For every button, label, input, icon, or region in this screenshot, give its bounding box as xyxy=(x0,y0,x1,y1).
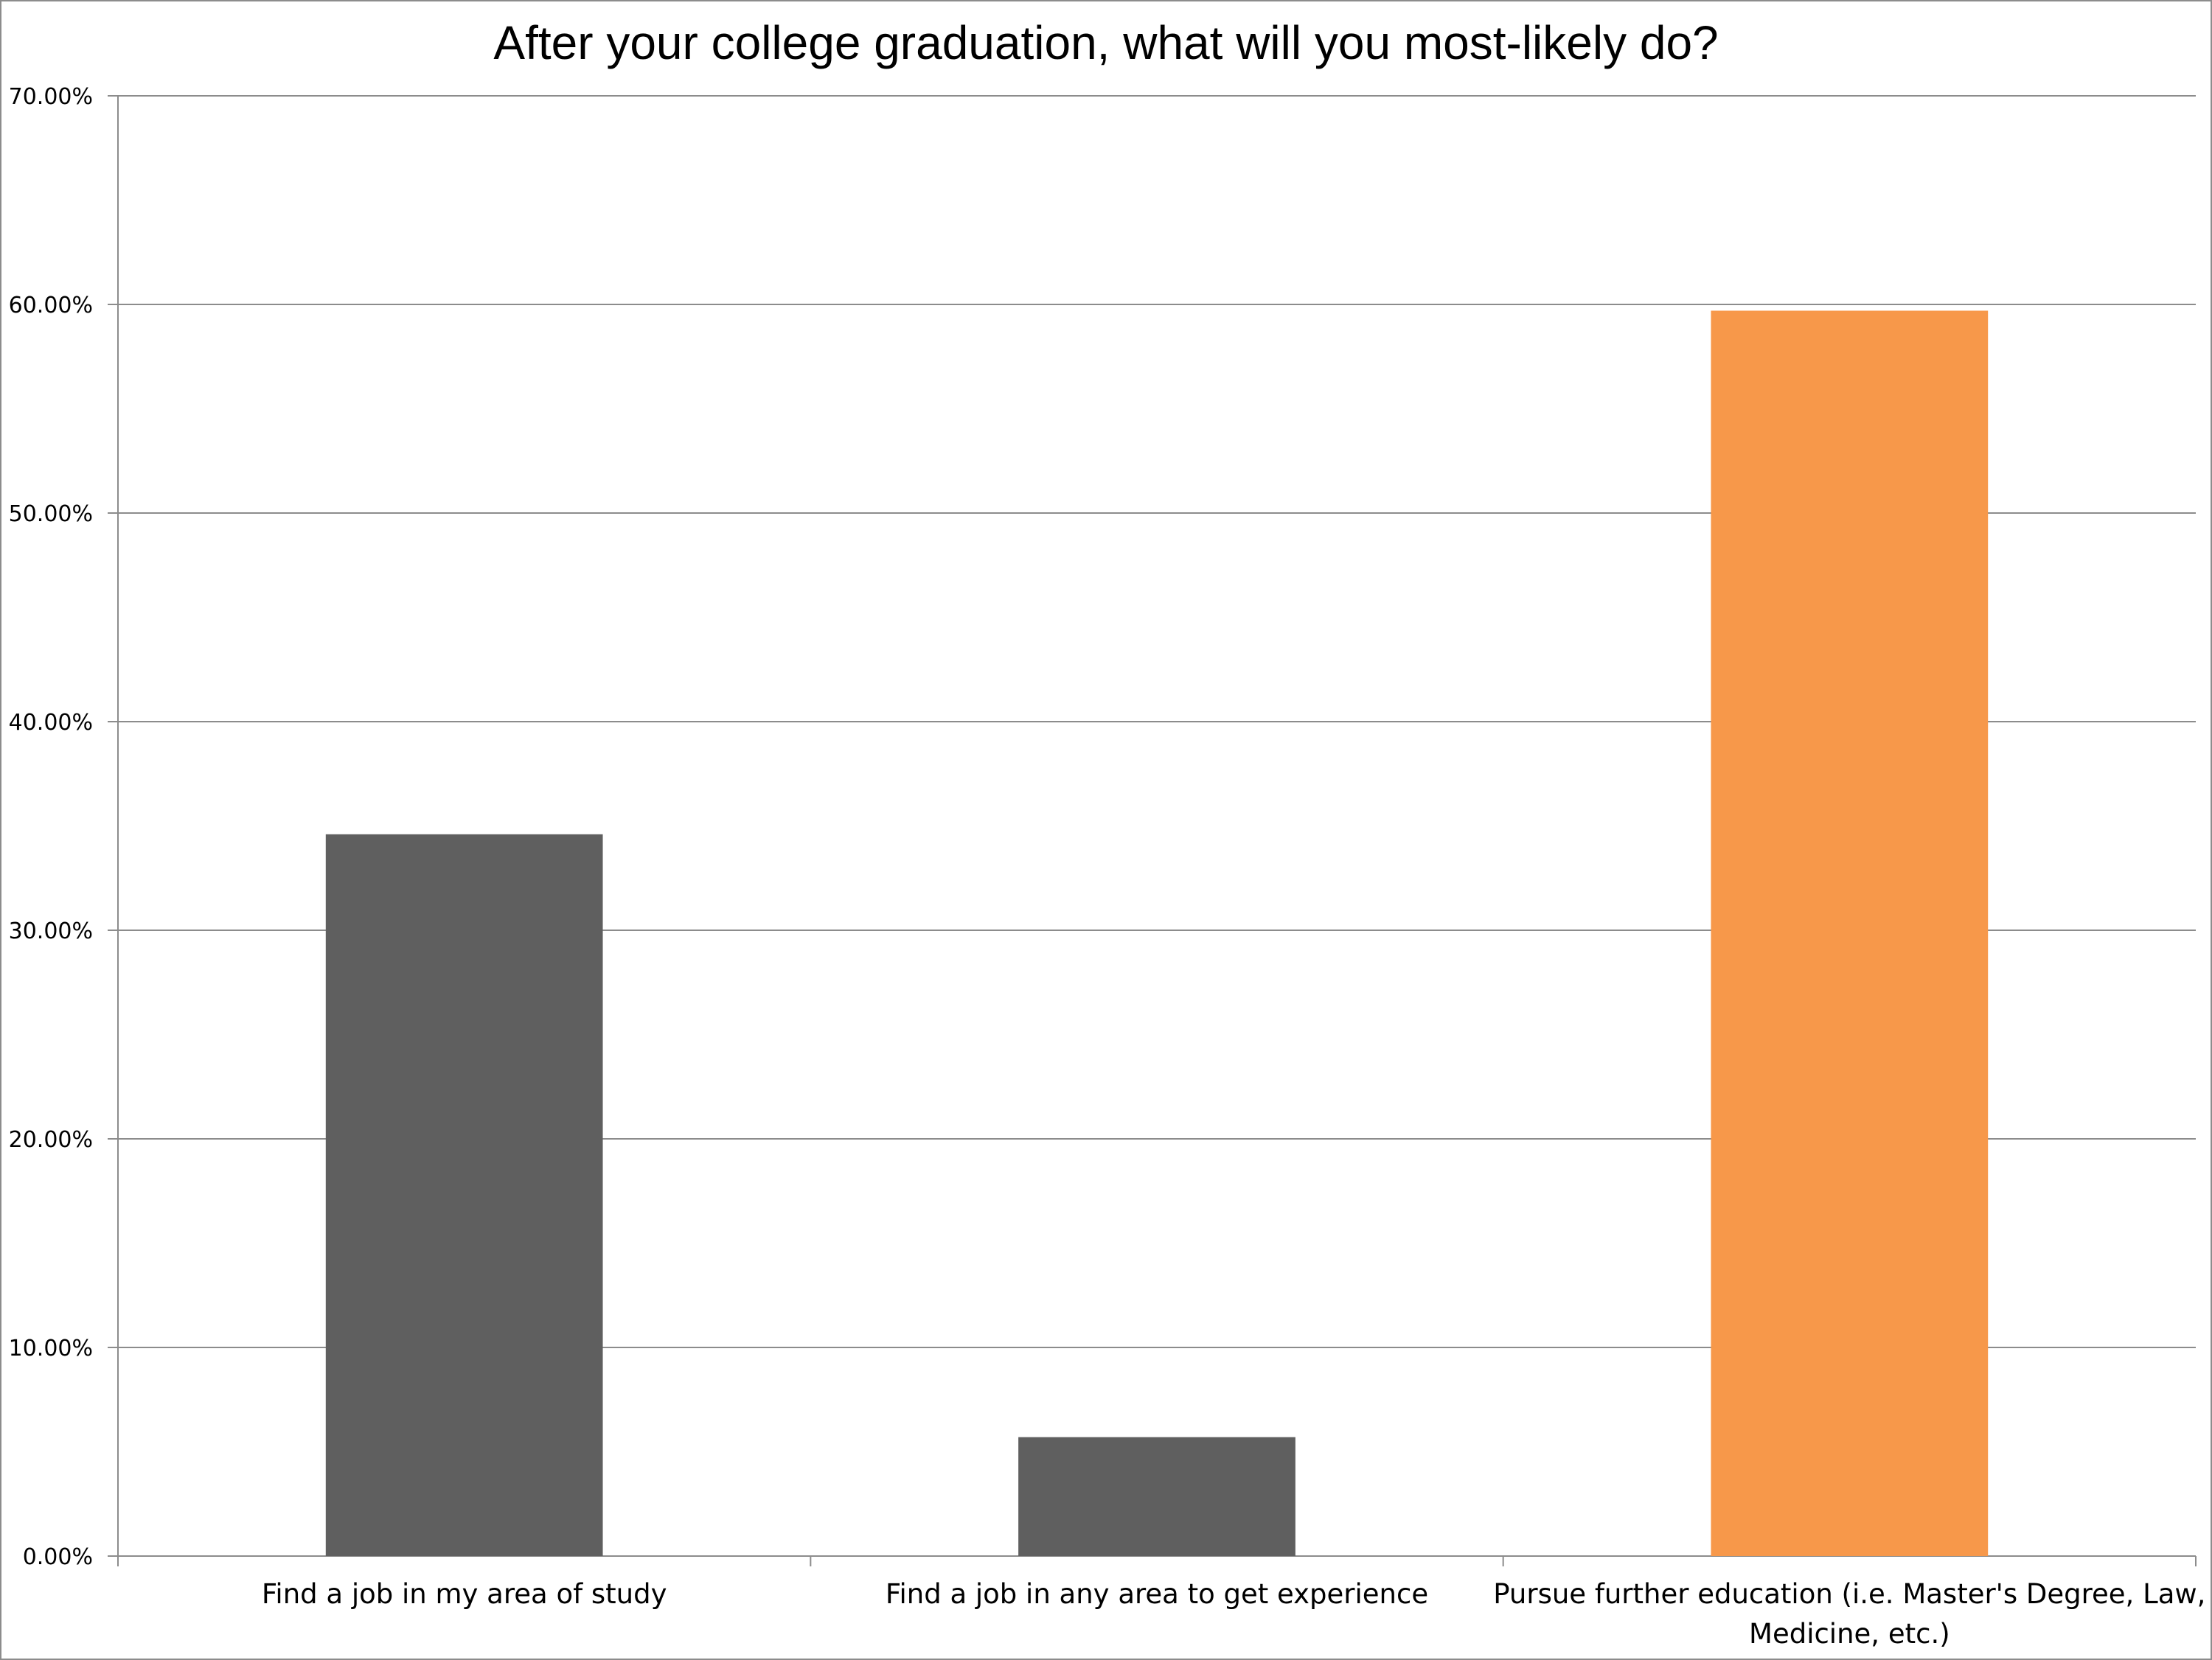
bar xyxy=(1018,1437,1295,1556)
x-category-label: Pursue further education (i.e. Master's … xyxy=(1493,1578,2205,1650)
x-category-label-line: Medicine, etc.) xyxy=(1749,1618,1950,1650)
x-axis-category-labels: Find a job in my area of study Find a job… xyxy=(262,1578,2206,1650)
x-category-label-line: Pursue further education (i.e. Master's … xyxy=(1493,1578,2205,1610)
y-tick-label: 0.00% xyxy=(23,1544,93,1570)
y-tick-label: 10.00% xyxy=(9,1336,93,1361)
y-tick-label: 60.00% xyxy=(9,293,93,318)
y-tick-label: 30.00% xyxy=(9,918,93,944)
x-category-label: Find a job in any area to get experience xyxy=(886,1578,1428,1610)
x-category-label-line: Find a job in any area to get experience xyxy=(886,1578,1428,1610)
x-category-label-line: Find a job in my area of study xyxy=(262,1578,667,1610)
y-axis-tick-labels: 0.00% 10.00% 20.00% 30.00% 40.00% 50.00% 60.00… xyxy=(9,84,93,1570)
y-tick-label: 70.00% xyxy=(9,84,93,110)
bar xyxy=(1711,310,1989,1556)
chart-title: After your college graduation, what will… xyxy=(493,16,1718,69)
y-tick-label: 20.00% xyxy=(9,1127,93,1153)
bar xyxy=(325,834,603,1556)
bars xyxy=(325,310,1989,1556)
y-tick-label: 50.00% xyxy=(9,501,93,527)
y-tick-label: 40.00% xyxy=(9,710,93,736)
x-category-label: Find a job in my area of study xyxy=(262,1578,667,1610)
